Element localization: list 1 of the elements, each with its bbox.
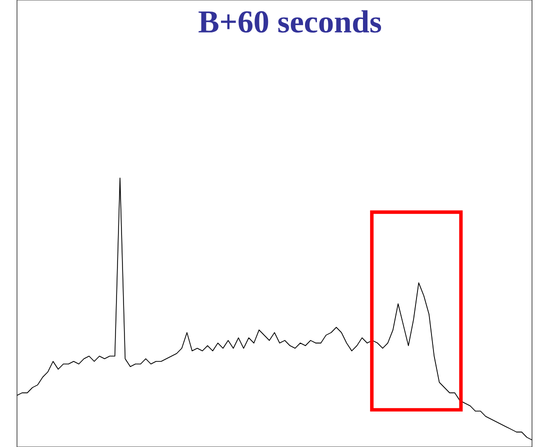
chart-title: B+60 seconds: [198, 10, 382, 33]
